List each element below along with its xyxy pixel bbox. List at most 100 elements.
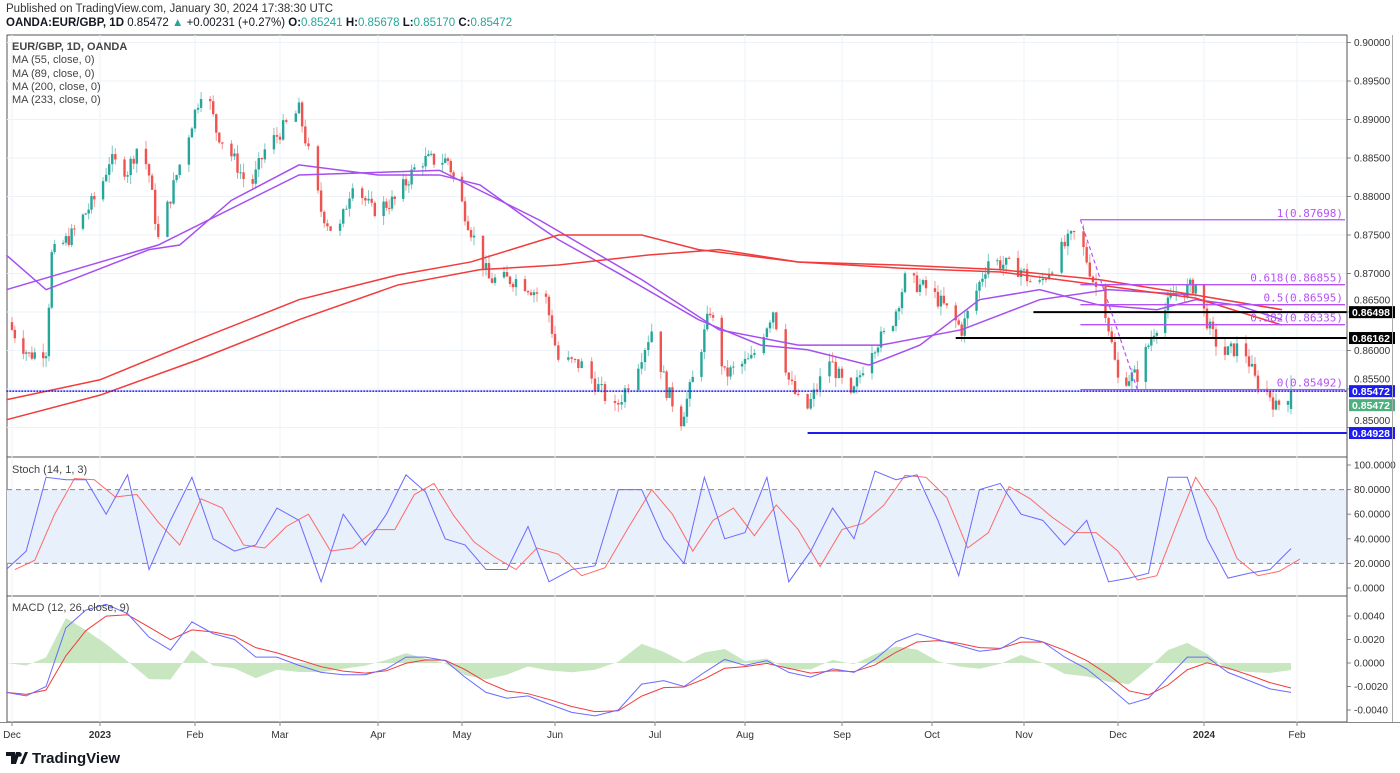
candle-body [912, 273, 916, 276]
stoch-tick-label: 100.0000 [1354, 461, 1396, 472]
ma-line-89 [6, 169, 1283, 346]
legend-ma-200[interactable]: MA (200, close, 0) [12, 80, 101, 93]
candle-body [30, 352, 34, 359]
candle-body [665, 371, 668, 398]
candle-body [981, 278, 984, 282]
y-tick-label: 0.88000 [1354, 192, 1391, 203]
candle-body [784, 329, 787, 373]
logo-text: TradingView [32, 750, 121, 767]
macd-tick-label: 0.0040 [1354, 612, 1385, 623]
candle-body [577, 359, 580, 369]
candle-body [402, 179, 405, 199]
candle-body [809, 398, 812, 409]
candle-body [221, 142, 224, 144]
candle-body [242, 172, 245, 180]
candle-body [61, 242, 65, 244]
candle-body [708, 313, 712, 316]
candle-body [903, 273, 907, 293]
candle-body [966, 310, 969, 319]
candle-body [812, 389, 816, 399]
candle-body [297, 102, 301, 114]
candle-body [1186, 284, 1189, 298]
candle-body [460, 176, 464, 202]
candle-body [24, 352, 28, 354]
candle-body [193, 109, 197, 129]
last-price: 0.85472 [127, 17, 169, 29]
x-tick-label: Mar [271, 730, 289, 741]
candle-body [849, 377, 853, 393]
ma-line-233 [6, 248, 1283, 421]
tradingview-logo[interactable]: TradingView [6, 750, 120, 767]
candle-body [882, 330, 886, 332]
candle-body [685, 398, 689, 417]
candle-body [532, 292, 536, 296]
candle-body [815, 389, 819, 391]
stoch-d-line [14, 474, 1301, 581]
candle-body [1226, 346, 1230, 355]
legend-ma-89[interactable]: MA (89, close, 0) [12, 67, 95, 80]
candle-body [590, 361, 593, 379]
candle-body [1029, 281, 1032, 283]
candle-body [449, 160, 452, 173]
x-tick-label: Sep [833, 730, 851, 741]
candle-body [326, 223, 329, 227]
candle-body [1247, 356, 1251, 367]
candle-body [1223, 346, 1227, 355]
y-tick-label: 0.89500 [1354, 77, 1391, 88]
candle-body [300, 102, 304, 127]
candle-body [1229, 343, 1233, 347]
candle-body [87, 209, 90, 214]
candle-body [1110, 331, 1113, 343]
candle-body [67, 236, 70, 245]
candle-body [370, 198, 373, 203]
price-axis-label: 0.86498 [1352, 307, 1390, 319]
candle-body [852, 386, 856, 393]
candle-body [1051, 272, 1054, 274]
candle-body [637, 368, 640, 391]
candle-body [768, 322, 772, 329]
legend-macd[interactable]: MACD (12, 26, close, 9) [12, 602, 130, 614]
stoch-tick-label: 0.0000 [1354, 584, 1385, 595]
x-tick-label: Nov [1015, 730, 1033, 741]
candle-body [111, 154, 114, 165]
candle-body [493, 277, 497, 283]
candle-body [700, 351, 703, 377]
candle-body [806, 394, 809, 409]
candle-body [196, 107, 200, 110]
y-tick-label: 0.89000 [1354, 115, 1391, 126]
candle-body [307, 143, 310, 147]
candle-body [732, 366, 735, 368]
legend-ma-55[interactable]: MA (55, close, 0) [12, 54, 95, 67]
macd-histogram [6, 618, 1291, 685]
candle-body [505, 272, 509, 277]
candle-body [627, 388, 630, 391]
low-label: L: [402, 17, 414, 29]
legend-ma-233[interactable]: MA (233, close, 0) [12, 94, 101, 107]
candle-body [894, 311, 898, 327]
candle-body [1022, 269, 1026, 271]
candle-body [650, 331, 653, 343]
candle-body [511, 283, 515, 288]
candle-body [1047, 273, 1051, 280]
candle-body [1002, 264, 1005, 269]
candle-body [1072, 231, 1076, 233]
candle-body [945, 303, 949, 306]
candle-body [1155, 332, 1159, 336]
candle-body [441, 162, 444, 165]
candle-body [1004, 257, 1008, 265]
candle-body [1188, 279, 1192, 285]
y-tick-label: 0.85000 [1354, 416, 1391, 427]
candle-body [891, 326, 895, 331]
candle-body [771, 312, 775, 323]
legend-stoch[interactable]: Stoch (14, 1, 3) [12, 464, 88, 476]
candle-body [1194, 284, 1197, 294]
candle-body [150, 175, 154, 190]
candle-body [294, 113, 298, 122]
tradingview-logo-icon [6, 751, 28, 767]
candle-body [407, 184, 410, 186]
candle-body [424, 156, 427, 167]
open-label: O: [288, 17, 302, 29]
stoch-tick-label: 80.0000 [1354, 485, 1391, 496]
candle-body [502, 272, 506, 278]
